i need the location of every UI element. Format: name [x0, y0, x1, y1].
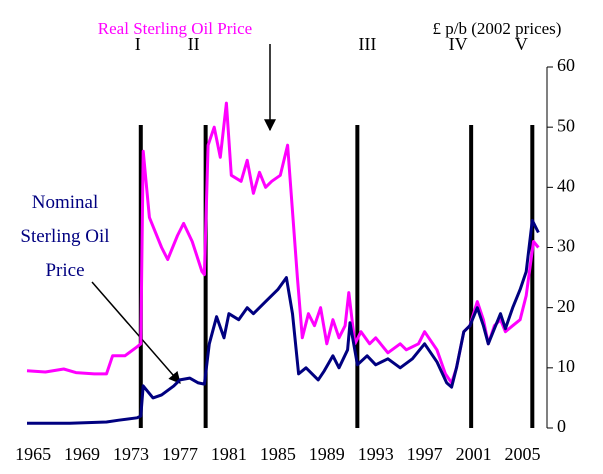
x-tick-label: 2001: [456, 444, 492, 464]
x-tick-label: 1977: [162, 444, 198, 464]
x-tick-label: 1969: [64, 444, 100, 464]
y-tick-label: 40: [557, 175, 575, 195]
event-label: I: [135, 34, 141, 54]
y-tick-label: 20: [557, 296, 575, 316]
y-tick-label: 50: [557, 115, 575, 135]
x-tick-label: 1985: [260, 444, 296, 464]
event-label: II: [188, 34, 200, 54]
nominal-arrow: [91, 281, 181, 384]
y-axis-label: £ p/b (2002 prices): [433, 19, 562, 38]
x-tick-label: 1989: [309, 444, 345, 464]
y-tick-label: 60: [557, 55, 575, 75]
x-tick-label: 1997: [407, 444, 443, 464]
series-line: [27, 218, 540, 425]
x-tick-label: 1973: [113, 444, 149, 464]
event-label: IV: [449, 34, 468, 54]
event-label: V: [515, 34, 528, 54]
x-tick-label: 1981: [211, 444, 247, 464]
event-label: III: [358, 34, 376, 54]
y-tick-label: 10: [557, 356, 575, 376]
y-tick-label: 30: [557, 236, 575, 256]
nominal-series-label: Nominal Sterling Oil Price: [20, 192, 110, 281]
x-tick-label: 2005: [505, 444, 541, 464]
y-tick-label: 0: [557, 416, 566, 436]
x-tick-label: 1965: [15, 444, 51, 464]
real-series-label: Real Sterling Oil Price: [98, 19, 252, 38]
x-tick-label: 1993: [358, 444, 394, 464]
